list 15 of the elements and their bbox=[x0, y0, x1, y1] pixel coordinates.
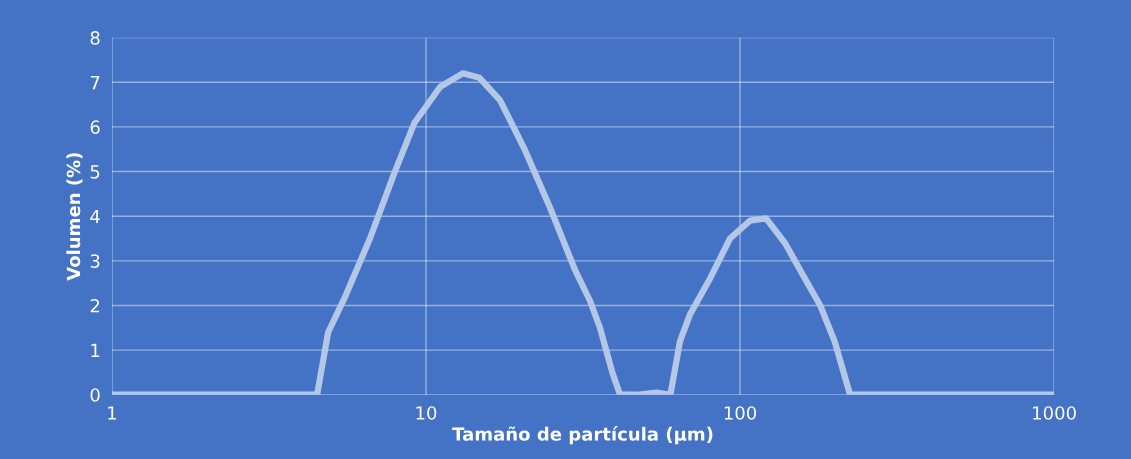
x-axis-title: Tamaño de partícula (µm) bbox=[452, 426, 713, 445]
x-tick-label: 1000 bbox=[1033, 406, 1076, 420]
x-tick-label: 1 bbox=[108, 406, 117, 420]
y-axis-title: Volumen (%) bbox=[66, 153, 83, 281]
x-tick-label: 10 bbox=[416, 406, 437, 420]
y-tick-label: 5 bbox=[90, 165, 100, 179]
y-tick-label: 8 bbox=[90, 31, 100, 45]
y-tick-label: 0 bbox=[90, 388, 100, 402]
y-tick-label: 7 bbox=[90, 75, 100, 90]
y-tick-label: 1 bbox=[91, 343, 100, 357]
y-tick-label: 3 bbox=[90, 254, 100, 268]
y-tick-label: 6 bbox=[90, 120, 100, 135]
y-tick-label: 4 bbox=[90, 209, 100, 224]
x-tick-label: 100 bbox=[724, 406, 757, 420]
y-tick-label: 2 bbox=[90, 298, 100, 313]
